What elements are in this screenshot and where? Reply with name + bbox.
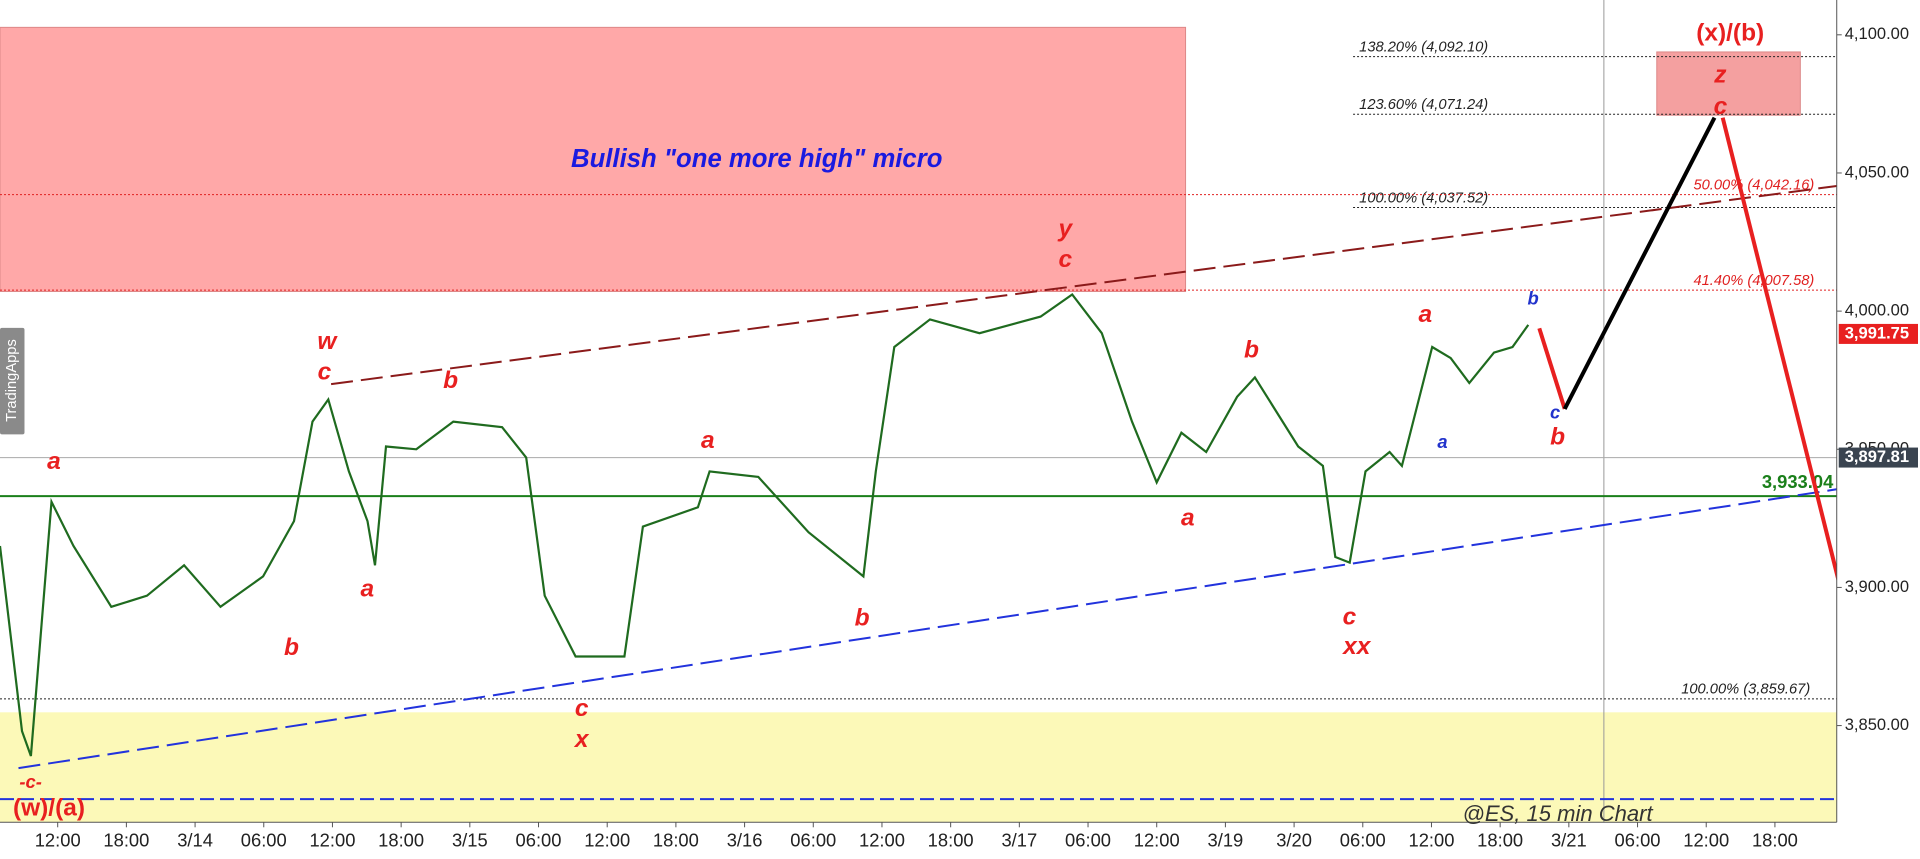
- wave-label: b: [1527, 288, 1538, 309]
- fib-label: 138.20% (4,092.10): [1359, 40, 1488, 56]
- x-tick-label: 06:00: [1065, 830, 1111, 851]
- wave-label: b: [855, 605, 870, 632]
- overlay-line: [1537, 327, 1567, 410]
- last-price-text: 3,991.75: [1845, 323, 1909, 342]
- wave-label: a: [1181, 504, 1195, 531]
- x-tick-label: 18:00: [1752, 830, 1798, 851]
- x-tick-label: 18:00: [103, 830, 149, 851]
- wave-label: a: [361, 575, 375, 602]
- wave-label: b: [1550, 424, 1565, 451]
- fib-label: 100.00% (4,037.52): [1359, 190, 1488, 206]
- x-tick-label: 3/17: [1001, 830, 1037, 851]
- x-tick-label: 18:00: [378, 830, 424, 851]
- y-tick-label: 4,000.00: [1845, 300, 1909, 319]
- y-axis-band: [1836, 0, 1920, 859]
- wave-label: -c-: [19, 771, 41, 792]
- fib-label: 50.00% (4,042.16): [1693, 178, 1814, 194]
- fib-label: 100.00% (3,859.67): [1681, 682, 1810, 698]
- wave-label: c: [318, 359, 332, 386]
- wave-label: c: [1714, 93, 1728, 120]
- wave-label: a: [1419, 301, 1433, 328]
- x-tick-label: 3/21: [1551, 830, 1587, 851]
- wave-label: (w)/(a): [13, 794, 85, 821]
- wave-label: c: [1343, 603, 1357, 630]
- x-tick-label: 12:00: [1683, 830, 1729, 851]
- zone: [0, 712, 1837, 823]
- overlay-line: [1562, 116, 1717, 410]
- x-tick-label: 06:00: [516, 830, 562, 851]
- x-tick-label: 06:00: [1615, 830, 1661, 851]
- wave-label: a: [701, 427, 715, 454]
- x-tick-label: 12:00: [859, 830, 905, 851]
- wave-label: b: [443, 367, 458, 394]
- x-tick-label: 18:00: [928, 830, 974, 851]
- side-tab: [0, 327, 25, 435]
- price-tag: [1838, 447, 1918, 468]
- x-tick-label: 18:00: [653, 830, 699, 851]
- wave-label: b: [284, 634, 299, 661]
- x-tick-label: 18:00: [1477, 830, 1523, 851]
- wave-label: c: [1550, 401, 1560, 422]
- x-tick-label: 3/20: [1276, 830, 1312, 851]
- x-tick-label: 12:00: [584, 830, 630, 851]
- x-tick-label: 12:00: [1408, 830, 1454, 851]
- y-tick-label: 3,900.00: [1845, 577, 1909, 596]
- x-tick-label: 12:00: [309, 830, 355, 851]
- last-price-tag: [1838, 323, 1918, 344]
- chart-title: Bullish "one more high" micro: [571, 145, 942, 173]
- x-tick-label: 06:00: [241, 830, 287, 851]
- x-tick-label: 06:00: [1340, 830, 1386, 851]
- wave-label: z: [1713, 61, 1727, 88]
- fib-label: 123.60% (4,071.24): [1359, 97, 1488, 113]
- wave-label: a: [1437, 431, 1447, 452]
- wave-label: (x)/(b): [1696, 20, 1764, 47]
- zone: [0, 26, 1187, 293]
- x-tick-label: 12:00: [1134, 830, 1180, 851]
- side-tab-text: TradingApps: [4, 339, 20, 422]
- wave-label: c: [575, 695, 589, 722]
- wave-label: y: [1057, 216, 1074, 243]
- fib-label: 41.40% (4,007.58): [1693, 273, 1814, 289]
- wave-label: w: [317, 328, 338, 355]
- zone: [1656, 51, 1801, 116]
- y-tick-label: 3,850.00: [1845, 715, 1909, 734]
- watermark: @ES, 15 min Chart: [1462, 801, 1653, 826]
- x-tick-label: 06:00: [790, 830, 836, 851]
- overlay-line: [18, 488, 1837, 770]
- overlay-line: [330, 185, 1837, 386]
- wave-label: a: [47, 448, 61, 475]
- wave-label: xx: [1341, 633, 1372, 660]
- wave-label: c: [1059, 246, 1073, 273]
- wave-label: b: [1244, 337, 1259, 364]
- price-line: [0, 292, 1530, 757]
- h-line-label: 3,933.04: [1762, 471, 1834, 492]
- x-tick-label: 3/19: [1208, 830, 1244, 851]
- x-tick-label: 12:00: [35, 830, 81, 851]
- wave-label: x: [573, 726, 590, 753]
- price-tag-text: 3,897.81: [1845, 447, 1909, 466]
- y-tick-label: 4,100.00: [1845, 24, 1909, 43]
- x-tick-label: 3/16: [727, 830, 763, 851]
- x-tick-label: 3/14: [177, 830, 213, 851]
- y-tick-label: 4,050.00: [1845, 162, 1909, 181]
- x-tick-label: 3/15: [452, 830, 488, 851]
- x-axis-band: [0, 822, 1920, 859]
